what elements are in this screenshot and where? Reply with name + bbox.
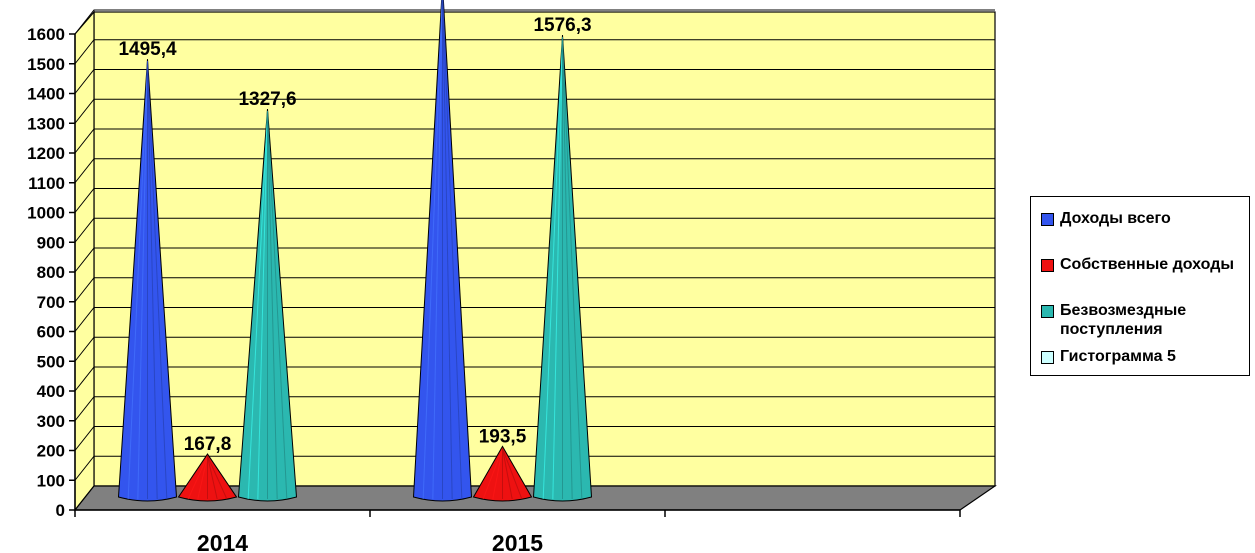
- cone-shading: [562, 37, 583, 500]
- x-category-label: 2015: [492, 530, 543, 553]
- gridline: [74, 217, 995, 243]
- cone-shading: [562, 37, 573, 500]
- cone-shading: [482, 448, 503, 500]
- cone-shading: [127, 61, 148, 500]
- cone-shading: [432, 0, 443, 500]
- legend: Доходы всего Собственные доходы Безвозме…: [1030, 196, 1250, 376]
- cone-shading: [442, 0, 463, 500]
- legend-label: Гистограмма 5: [1060, 348, 1176, 365]
- cone-shading: [207, 455, 228, 500]
- legend-swatch: [1041, 259, 1054, 272]
- y-tick-label: 1600: [27, 25, 65, 44]
- y-tick-label: 1300: [27, 114, 65, 133]
- cone-shading: [502, 448, 523, 500]
- cone-shading: [542, 37, 563, 500]
- legend-label: Доходы всего: [1060, 210, 1171, 227]
- legend-item-own-income: Собственные доходы: [1041, 255, 1245, 274]
- y-tick-label: 100: [37, 471, 65, 490]
- x-category-label: 2014: [197, 530, 248, 553]
- cone-shading: [147, 61, 158, 500]
- cone-shading: [207, 455, 218, 500]
- legend-swatch: [1041, 351, 1054, 364]
- cone-shading: [492, 448, 503, 500]
- cone-shading: [147, 61, 168, 500]
- cone-shading: [502, 448, 513, 500]
- cone-shading: [422, 0, 443, 500]
- data-label: 1576,3: [533, 15, 591, 36]
- gridline: [74, 455, 995, 481]
- y-tick-label: 1400: [27, 85, 65, 104]
- data-label: 1495,4: [118, 39, 177, 60]
- y-tick-label: 1500: [27, 55, 65, 74]
- gridline: [74, 366, 995, 392]
- legend-item-total-income: Доходы всего: [1041, 209, 1245, 228]
- cone-shading: [257, 111, 268, 500]
- y-tick-label: 200: [37, 442, 65, 461]
- cone-shading: [552, 37, 563, 500]
- data-label: 1327,6: [238, 89, 296, 110]
- gridline: [74, 128, 995, 154]
- y-tick-label: 1100: [28, 174, 65, 193]
- legend-label: Собственные доходы: [1060, 256, 1235, 273]
- gridline: [74, 426, 995, 451]
- gridline: [74, 336, 995, 362]
- cone-shading: [197, 455, 208, 500]
- data-label: 193,5: [479, 426, 527, 447]
- gridline: [74, 396, 995, 422]
- gridline: [74, 158, 995, 184]
- y-tick-label: 900: [37, 233, 65, 252]
- gridline: [74, 307, 995, 332]
- y-tick-label: 600: [37, 323, 65, 342]
- gridline: [74, 98, 995, 124]
- legend-item-histogram-5: Гистограмма 5: [1041, 347, 1245, 366]
- gridline: [74, 247, 995, 273]
- cone-shading: [267, 111, 278, 500]
- legend-swatch: [1041, 213, 1054, 226]
- gridline: [74, 39, 995, 65]
- y-tick-label: 400: [37, 382, 65, 401]
- y-tick-label: 300: [37, 412, 65, 431]
- plot-side-wall: [74, 10, 95, 512]
- data-label: 167,8: [184, 434, 232, 455]
- gridline: [74, 188, 995, 213]
- cone-shading: [267, 111, 288, 500]
- gridline: [74, 277, 995, 303]
- y-tick-label: 1000: [27, 204, 65, 223]
- legend-swatch: [1041, 305, 1054, 318]
- legend-item-grants: Безвозмездные поступления: [1041, 301, 1245, 339]
- cone-shading: [137, 61, 148, 500]
- cone-shading: [247, 111, 268, 500]
- y-tick-label: 700: [37, 293, 65, 312]
- y-tick-label: 500: [37, 352, 65, 371]
- cone-shading: [187, 455, 208, 500]
- y-tick-label: 0: [56, 501, 65, 520]
- gridline: [74, 9, 995, 35]
- cone-shading: [442, 0, 453, 500]
- y-tick-label: 1200: [27, 144, 65, 163]
- legend-label: Безвозмездные поступления: [1060, 302, 1187, 338]
- y-tick-label: 800: [37, 263, 65, 282]
- gridline: [74, 69, 995, 94]
